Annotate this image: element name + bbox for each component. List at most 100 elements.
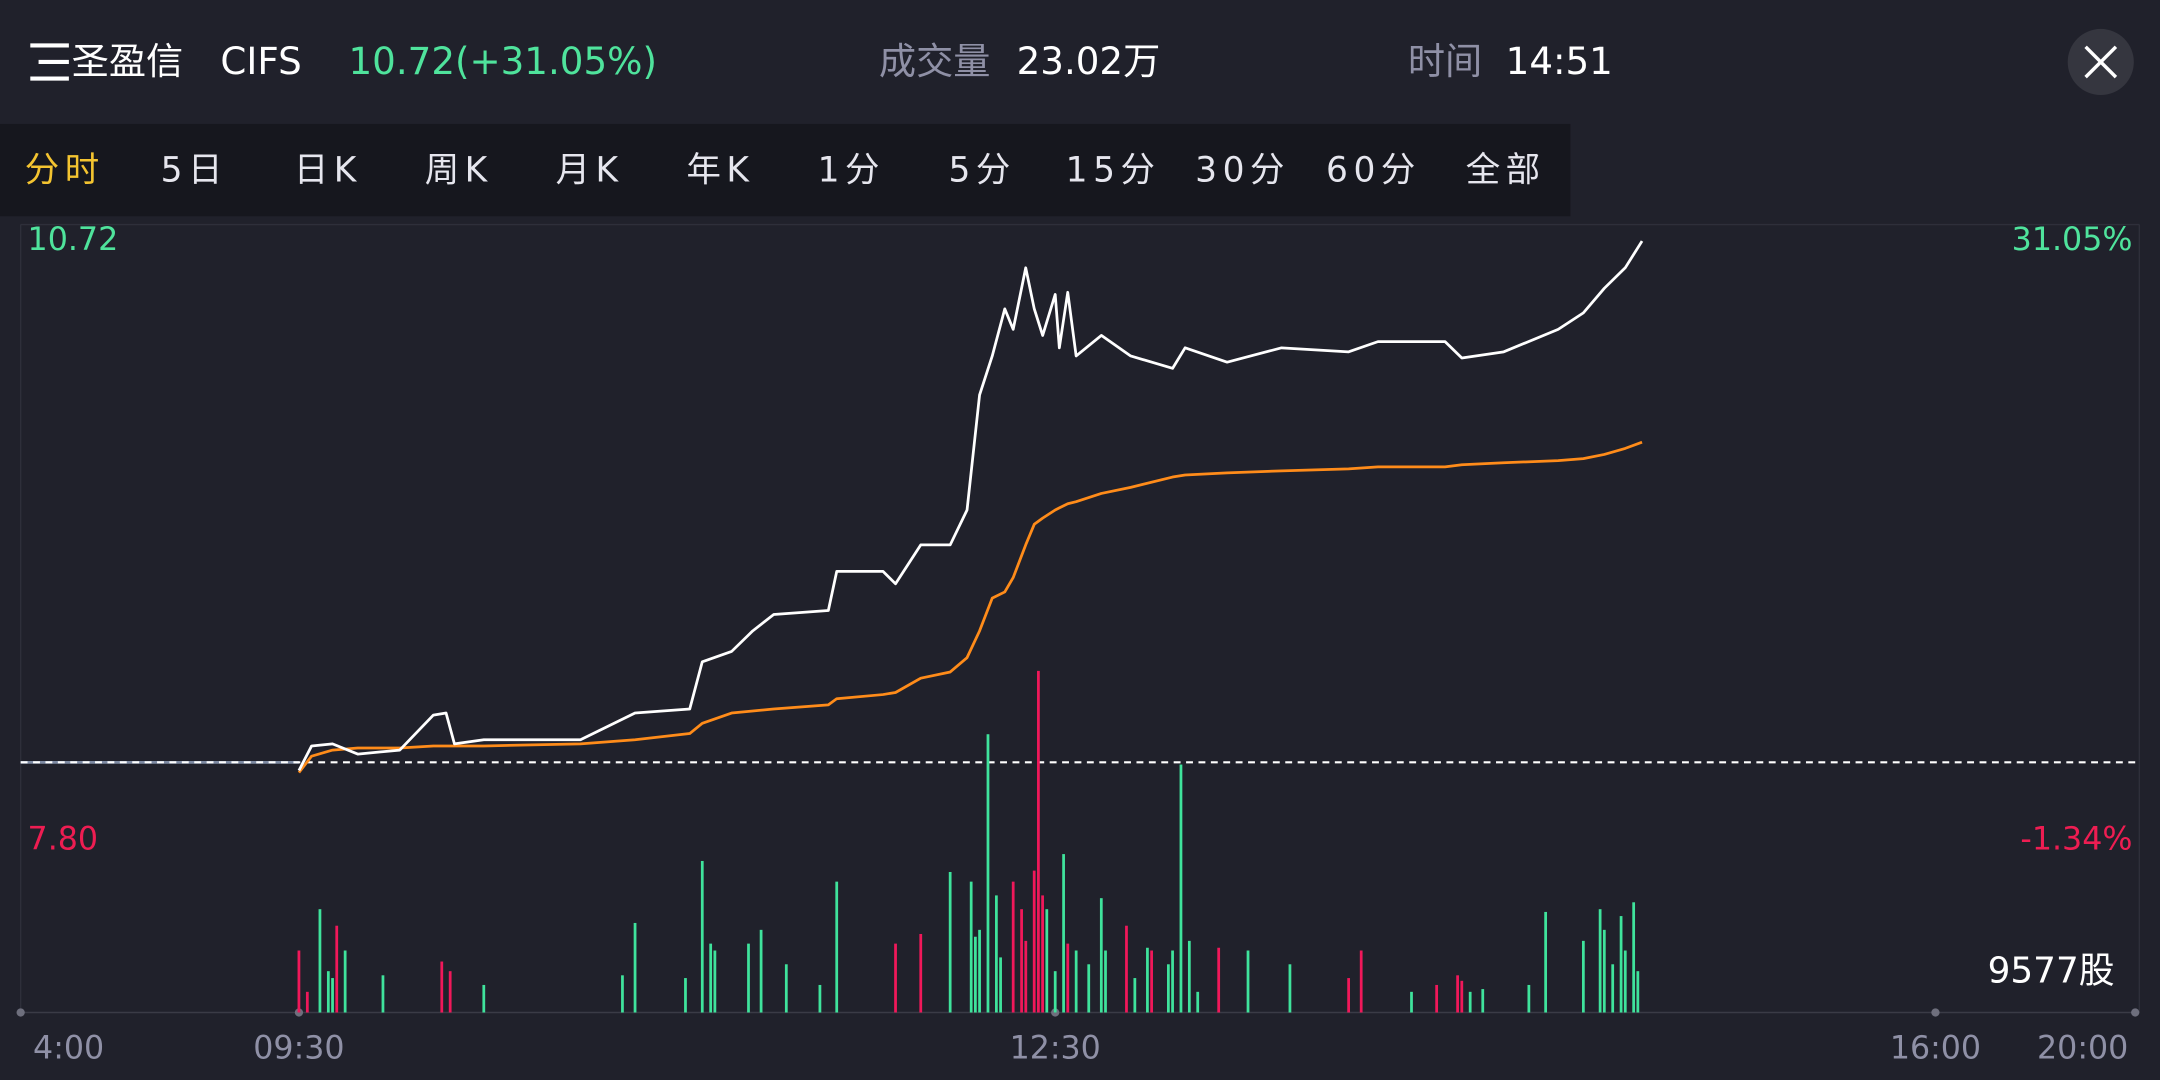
price-line [297,440,1643,774]
volume-bar [305,991,309,1013]
volume-bar [713,950,717,1013]
tab[interactable]: 5分 [949,151,1016,191]
x-tick-mark [16,1008,25,1017]
volume-bar [1347,978,1350,1013]
volume-bar [919,933,923,1013]
volume-bar [1146,947,1149,1013]
volume-bar [1041,895,1044,1013]
tab[interactable]: 1分 [818,151,885,191]
volume-bar [1246,950,1250,1013]
y2-tick-label: 31.05% [2012,222,2133,258]
volume-bar [331,978,334,1013]
volume-bar [343,950,347,1013]
tab[interactable]: 5日 [161,151,228,191]
volume-bar [482,984,486,1013]
volume-bar [381,975,385,1013]
volume-bar [747,943,750,1013]
close-button[interactable] [2067,28,2134,96]
volume-bar [1611,964,1615,1013]
volume-bar [759,929,763,1013]
volume-bar [1435,984,1439,1013]
volume-bar [1187,940,1191,1013]
x-tick-label: 09:30 [253,1031,344,1067]
volume-bar [1066,943,1070,1013]
volume-bar [1133,978,1137,1013]
volume-bar [1527,984,1531,1013]
volume-bar [1544,911,1548,1013]
quote: 10.72(+31.05%) [349,39,657,83]
volume-bar [1636,971,1640,1013]
volume-bar [1410,991,1413,1013]
tab[interactable]: 分时 [25,151,105,191]
y-tick-label: 7.80 [28,821,99,857]
volume-bar [297,950,301,1013]
volume-bar [621,975,624,1013]
x-tick-label: 12:30 [1010,1031,1101,1067]
volume-bar [1037,670,1040,1013]
volume-bar [335,925,339,1013]
volume-bar [1150,950,1153,1013]
volume-bar [326,971,330,1013]
volume-bar [784,964,788,1013]
volume-bar [835,881,839,1013]
volume-bar [969,881,973,1013]
tab[interactable]: 全部 [1466,151,1546,191]
volume-bar [1359,950,1363,1013]
volume-bar [1011,881,1015,1013]
header: 圣盈信 CIFS 10.72(+31.05%) 成交量 23.02万 时间 14… [30,28,2134,96]
volume-bar [986,734,990,1013]
time-value: 14:51 [1506,39,1613,83]
tab[interactable]: 周K [425,151,493,191]
volume-bar [1619,916,1623,1013]
stock-name: 圣盈信 [72,39,184,83]
volume-bar [1623,950,1627,1013]
y2-tick-label: -1.34% [2020,821,2132,857]
volume-bar [1460,980,1464,1013]
volume-bar [1024,940,1028,1013]
tab[interactable]: 30分 [1195,151,1290,191]
y-tick-label: 10.72 [28,222,119,258]
volume-bar [894,943,897,1013]
volume-bar [1468,991,1472,1013]
volume-bar [700,860,704,1013]
tab[interactable]: 60分 [1326,151,1421,191]
volume-bar [440,961,444,1013]
tab-bar [0,123,1571,217]
x-tick-label: 20:00 [2037,1031,2128,1067]
tab[interactable]: 年K [686,151,754,191]
tab[interactable]: 15分 [1066,151,1161,191]
price-line [297,240,1644,772]
volume-bar [1099,898,1103,1013]
tab-list: 分时 5日 日K 周K 月K 年K 1分 5分 15分 30分 60分 全部 [25,151,1546,191]
volume-annotation: 9577股 [1988,951,2115,992]
volume-bar [709,943,713,1013]
volume-bar [978,929,981,1013]
volume-bar [999,957,1002,1013]
volume-bar [1456,975,1459,1013]
x-tick-label: 4:00 [33,1031,104,1067]
volume-bar [318,909,322,1013]
volume-bar [1062,854,1065,1013]
volume-bar [1104,950,1107,1013]
volume-label: 成交量 [879,39,991,83]
x-tick-mark [2131,1008,2140,1017]
volume-bar [1632,902,1636,1013]
volume-bar [1087,964,1091,1013]
volume-bar [448,971,452,1013]
stock-code: CIFS [220,39,301,83]
volume-bar [1196,991,1200,1013]
volume-bar [684,978,687,1013]
volume-bar [1074,950,1078,1013]
volume-bar [1125,925,1128,1013]
volume-bar [1179,764,1183,1013]
volume-bar [948,871,952,1013]
x-tick-label: 16:00 [1890,1031,1981,1067]
tab[interactable]: 月K [556,151,624,191]
volume-bar [1598,909,1602,1013]
volume-bar [973,936,977,1013]
tab[interactable]: 日K [294,151,362,191]
volume-bar [818,984,822,1013]
menu-icon[interactable] [30,43,69,81]
